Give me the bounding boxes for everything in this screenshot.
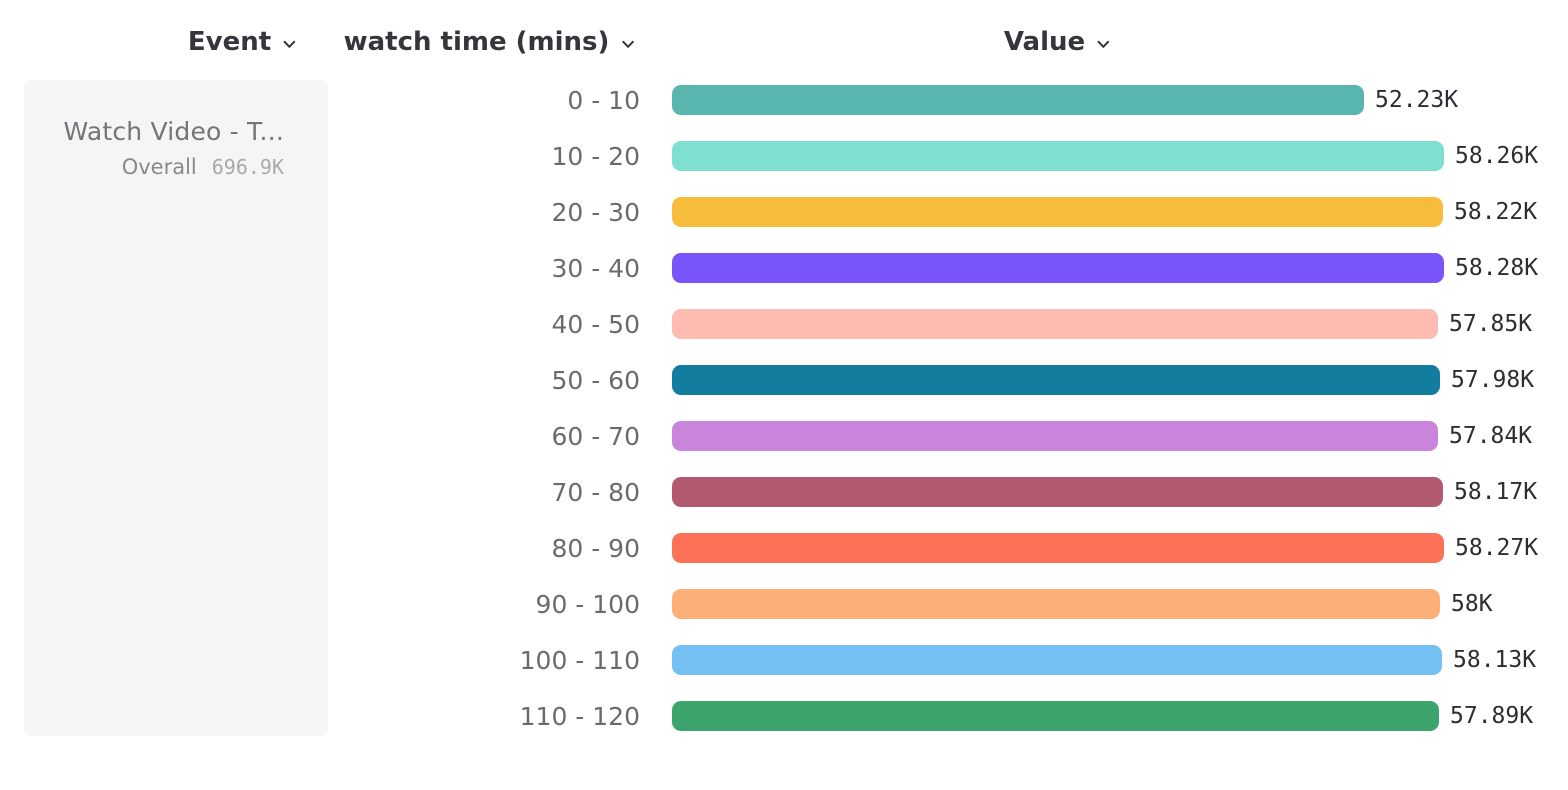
chart-row: 40 - 50 57.85K <box>0 296 1568 352</box>
bucket-label: 70 - 80 <box>551 477 640 507</box>
value-label: 58K <box>1451 591 1493 617</box>
event-title: Watch Video - T... <box>63 117 284 146</box>
chevron-down-icon <box>622 40 634 48</box>
chart-row: 110 - 120 57.89K <box>0 688 1568 744</box>
value-bar[interactable] <box>672 701 1439 731</box>
value-label: 58.22K <box>1454 199 1538 225</box>
bucket-label: 20 - 30 <box>551 197 640 227</box>
bucket-label: 90 - 100 <box>535 589 640 619</box>
overall-value: 696.9K <box>211 155 284 180</box>
bucket-label: 100 - 110 <box>519 645 640 675</box>
value-bar[interactable] <box>672 365 1440 395</box>
value-label: 58.27K <box>1455 535 1539 561</box>
value-bar[interactable] <box>672 645 1442 675</box>
chart-row: 50 - 60 57.98K <box>0 352 1568 408</box>
chart-rows: 0 - 10 52.23K 10 - 20 58.26K 20 - 30 58.22K 30… <box>0 72 1568 744</box>
chart-row: 100 - 110 58.13K <box>0 632 1568 688</box>
value-column-header-label: Value <box>1003 27 1086 57</box>
bucket-label: 40 - 50 <box>551 309 640 339</box>
value-bar[interactable] <box>672 253 1444 283</box>
event-column-header[interactable]: Event <box>188 27 298 57</box>
chart-row: 80 - 90 58.27K <box>0 520 1568 576</box>
value-label: 58.17K <box>1454 479 1538 505</box>
event-column-header-label: Event <box>187 27 272 57</box>
bucket-label: 80 - 90 <box>551 533 640 563</box>
breakdown-column-header-label: watch time (mins) <box>343 27 610 57</box>
event-panel[interactable]: Watch Video - T... Overall 696.9K <box>24 80 328 736</box>
chevron-down-icon <box>283 40 296 48</box>
value-column-header[interactable]: Value <box>1004 27 1112 57</box>
value-label: 57.85K <box>1449 311 1533 337</box>
value-label: 57.84K <box>1449 423 1533 449</box>
bucket-label: 10 - 20 <box>551 141 640 171</box>
value-bar[interactable] <box>672 309 1438 339</box>
value-label: 58.28K <box>1455 255 1539 281</box>
value-label: 58.13K <box>1453 647 1537 673</box>
chart-row: 30 - 40 58.28K <box>0 240 1568 296</box>
value-bar[interactable] <box>672 85 1364 115</box>
bucket-label: 0 - 10 <box>567 85 640 115</box>
value-label: 57.98K <box>1451 367 1535 393</box>
chevron-down-icon <box>1097 40 1110 48</box>
value-bar[interactable] <box>672 533 1444 563</box>
breakdown-column-header[interactable]: watch time (mins) <box>344 27 637 57</box>
chart-row: 70 - 80 58.17K <box>0 464 1568 520</box>
chart-row: 60 - 70 57.84K <box>0 408 1568 464</box>
bucket-label: 30 - 40 <box>551 253 640 283</box>
bucket-label: 60 - 70 <box>551 421 640 451</box>
value-label: 52.23K <box>1375 87 1459 113</box>
bucket-label: 50 - 60 <box>551 365 640 395</box>
value-bar[interactable] <box>672 421 1438 451</box>
value-label: 57.89K <box>1450 703 1534 729</box>
chart-row: 20 - 30 58.22K <box>0 184 1568 240</box>
event-overall-row: Overall 696.9K <box>44 155 284 179</box>
chart-row: 90 - 100 58K <box>0 576 1568 632</box>
value-bar[interactable] <box>672 589 1440 619</box>
value-label: 58.26K <box>1455 143 1539 169</box>
value-bar[interactable] <box>672 477 1443 507</box>
value-bar[interactable] <box>672 141 1444 171</box>
value-bar[interactable] <box>672 197 1443 227</box>
chart-row: 10 - 20 58.26K <box>0 128 1568 184</box>
overall-label: Overall <box>121 155 197 180</box>
bucket-label: 110 - 120 <box>519 701 640 731</box>
chart-row: 0 - 10 52.23K <box>0 72 1568 128</box>
